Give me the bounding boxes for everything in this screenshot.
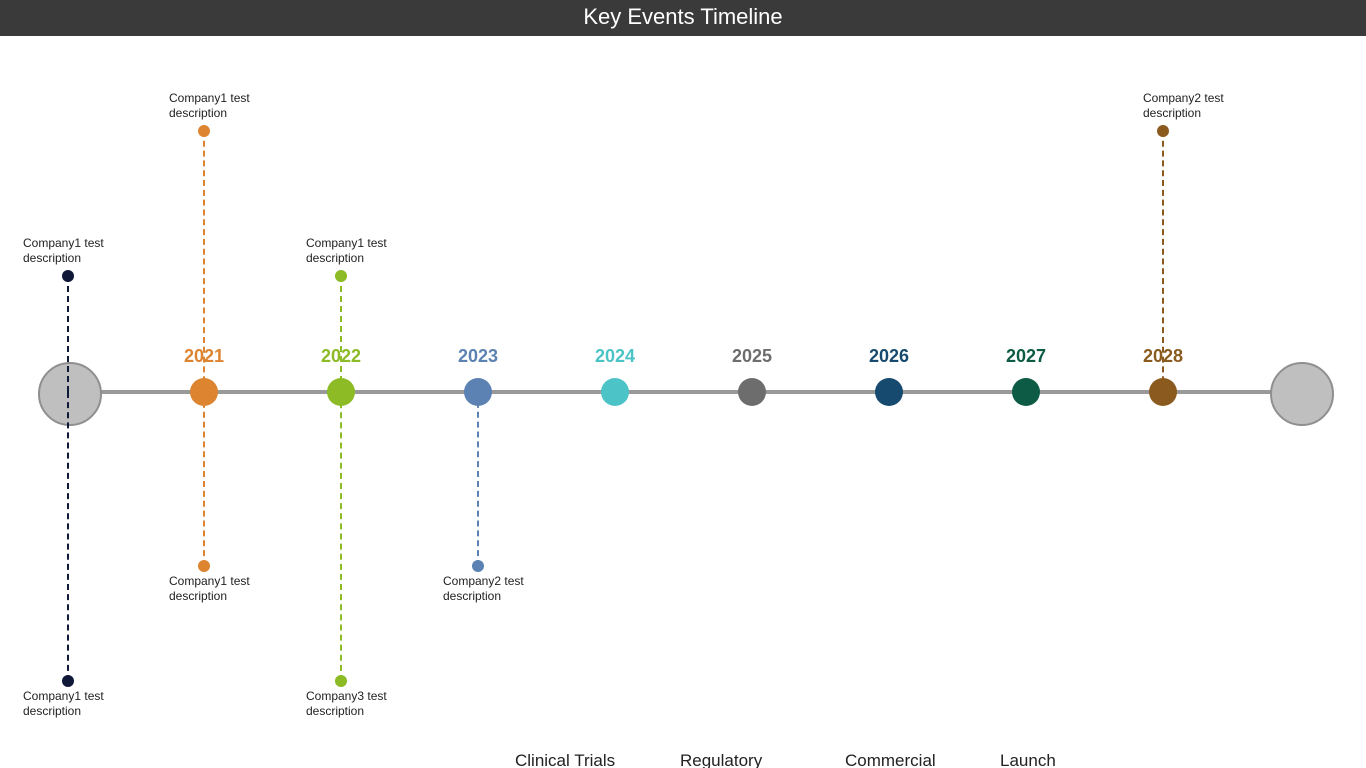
event-dot xyxy=(62,270,74,282)
year-label-2027: 2027 xyxy=(1006,346,1046,367)
event-dot xyxy=(335,675,347,687)
event-label: Company1 test description xyxy=(169,574,269,604)
event-label: Company3 test description xyxy=(306,689,406,719)
year-label-2023: 2023 xyxy=(458,346,498,367)
year-marker-2024 xyxy=(601,378,629,406)
event-connector xyxy=(67,276,69,392)
event-connector xyxy=(67,392,69,681)
year-marker-2026 xyxy=(875,378,903,406)
event-connector xyxy=(340,392,342,681)
event-connector xyxy=(203,392,205,566)
year-marker-2022 xyxy=(327,378,355,406)
timeline-endpoint-right xyxy=(1270,362,1334,426)
event-dot xyxy=(472,560,484,572)
legend-item: Regulatory xyxy=(680,751,762,768)
timeline-endpoint-left xyxy=(38,362,102,426)
event-label: Company2 test description xyxy=(1143,91,1243,121)
year-marker-2021 xyxy=(190,378,218,406)
legend-item: Clinical Trials xyxy=(515,751,615,768)
event-dot xyxy=(198,125,210,137)
year-label-2024: 2024 xyxy=(595,346,635,367)
legend-item: Commercial xyxy=(845,751,936,768)
legend-item: Launch xyxy=(1000,751,1056,768)
year-label-2025: 2025 xyxy=(732,346,772,367)
year-marker-2023 xyxy=(464,378,492,406)
year-label-2021: 2021 xyxy=(184,346,224,367)
event-connector xyxy=(340,276,342,392)
event-dot xyxy=(198,560,210,572)
year-label-2026: 2026 xyxy=(869,346,909,367)
event-label: Company2 test description xyxy=(443,574,543,604)
year-marker-2028 xyxy=(1149,378,1177,406)
event-dot xyxy=(62,675,74,687)
timeline-chart: Company1 test description Company1 test d… xyxy=(0,36,1366,766)
event-dot xyxy=(1157,125,1169,137)
event-label: Company1 test description xyxy=(169,91,269,121)
year-label-2022: 2022 xyxy=(321,346,361,367)
page-title: Key Events Timeline xyxy=(0,0,1366,36)
event-label: Company1 test description xyxy=(23,236,123,266)
event-label: Company1 test description xyxy=(23,689,123,719)
event-dot xyxy=(335,270,347,282)
event-connector xyxy=(477,392,479,566)
year-marker-2027 xyxy=(1012,378,1040,406)
year-marker-2025 xyxy=(738,378,766,406)
event-label: Company1 test description xyxy=(306,236,406,266)
timeline-axis xyxy=(70,390,1300,394)
year-label-2028: 2028 xyxy=(1143,346,1183,367)
